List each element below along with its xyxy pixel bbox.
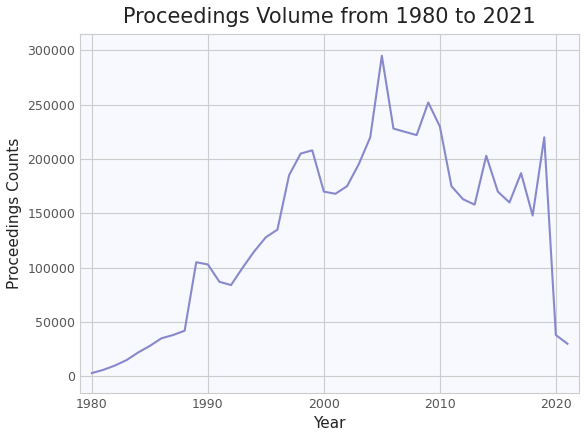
Title: Proceedings Volume from 1980 to 2021: Proceedings Volume from 1980 to 2021 <box>123 7 536 27</box>
X-axis label: Year: Year <box>314 416 346 431</box>
Y-axis label: Proceedings Counts: Proceedings Counts <box>7 138 22 289</box>
